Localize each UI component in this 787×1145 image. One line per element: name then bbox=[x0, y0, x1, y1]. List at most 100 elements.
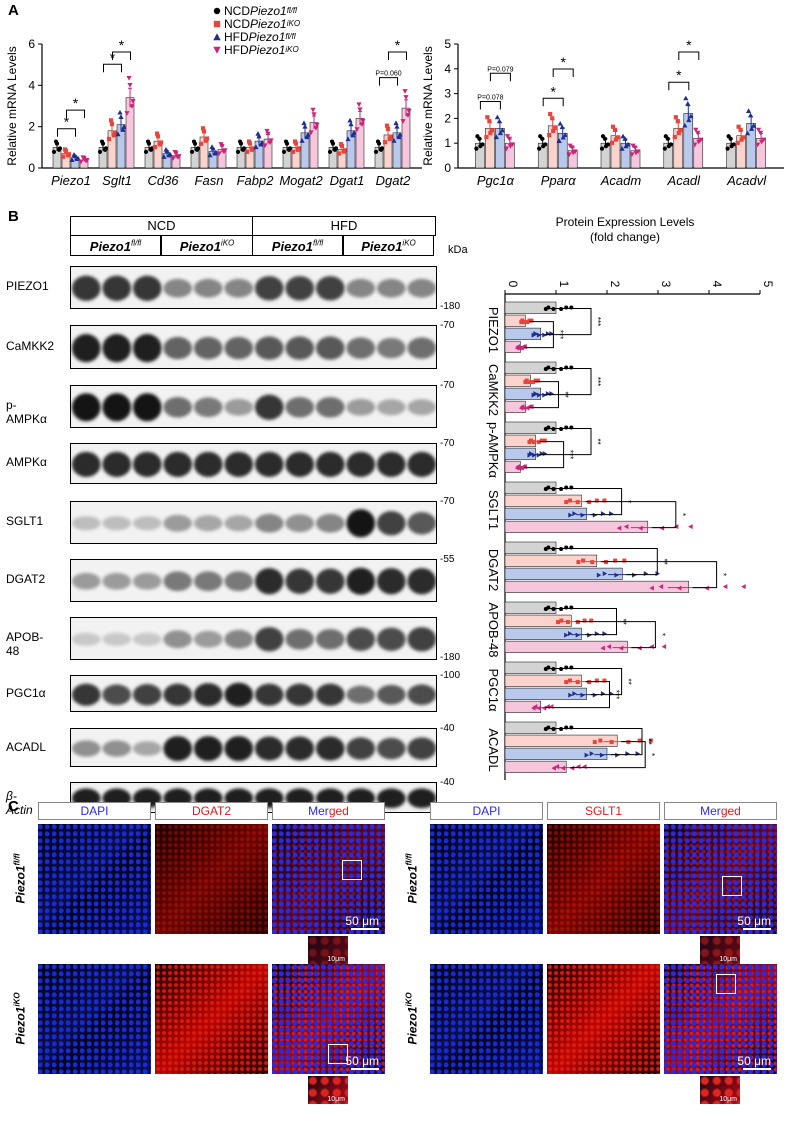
data-point bbox=[599, 146, 605, 151]
data-point bbox=[246, 139, 252, 144]
row-superscript: fl/fl bbox=[12, 853, 22, 866]
data-point bbox=[121, 124, 127, 129]
data-point bbox=[556, 138, 562, 144]
band-lane bbox=[163, 278, 193, 298]
data-point bbox=[568, 498, 573, 503]
data-point bbox=[255, 131, 261, 136]
data-point bbox=[600, 645, 605, 651]
data-point bbox=[354, 127, 360, 132]
data-point bbox=[536, 392, 542, 398]
band-lane bbox=[285, 336, 315, 360]
data-point bbox=[203, 138, 209, 143]
data-point bbox=[575, 632, 581, 638]
protein-expression-chart: Protein Expression Levels(fold change) 0 1… bbox=[486, 215, 775, 780]
data-point bbox=[551, 547, 556, 552]
category-label-acadvl: Acadvl bbox=[726, 173, 767, 188]
data-point bbox=[613, 137, 619, 142]
mrna-chart-oxidation: 0 1 2 3 4 5 Relative mRNA Levels Pgc1α P=0.078 P=… bbox=[421, 37, 784, 188]
data-point bbox=[551, 128, 556, 133]
data-point bbox=[551, 607, 556, 612]
data-point bbox=[666, 144, 671, 149]
merged-label-part-a: Mer bbox=[700, 804, 721, 818]
scale-bar-label: 50 μm bbox=[345, 914, 379, 928]
bar-p-ampk-2 bbox=[504, 447, 536, 460]
data-point bbox=[548, 111, 553, 117]
data-point bbox=[648, 738, 653, 743]
bar-sglt1-0 bbox=[504, 481, 557, 494]
chart-title: Protein Expression Levels bbox=[556, 215, 695, 229]
band-lane bbox=[376, 684, 406, 705]
data-point bbox=[127, 82, 133, 88]
significance-bracket bbox=[542, 97, 564, 107]
data-point bbox=[572, 691, 577, 697]
band-lane bbox=[376, 278, 406, 298]
genotype-name: Piezo1 bbox=[271, 239, 313, 255]
legend-superscript: iKO bbox=[286, 18, 301, 28]
band-lane bbox=[254, 683, 284, 706]
inset-region-box bbox=[328, 1044, 348, 1064]
band-lane bbox=[285, 514, 315, 533]
genotype-name: Piezo1 bbox=[361, 239, 403, 255]
bar-dgat2-3 bbox=[401, 107, 411, 169]
row-superscript: iKO bbox=[12, 992, 22, 1007]
data-point bbox=[175, 154, 181, 160]
data-point bbox=[635, 149, 641, 155]
micrograph-red bbox=[547, 964, 660, 1074]
data-point bbox=[378, 147, 384, 152]
band-lane bbox=[315, 628, 345, 650]
data-point bbox=[478, 144, 483, 149]
significance-label: ** bbox=[561, 391, 570, 397]
kda-marker: -100 bbox=[440, 670, 461, 681]
bar-acadl-3 bbox=[504, 760, 567, 773]
data-point bbox=[258, 141, 264, 147]
data-point bbox=[357, 107, 363, 113]
bar-camkk2-2 bbox=[504, 387, 541, 400]
significance-label: ** bbox=[624, 678, 633, 684]
data-point bbox=[751, 122, 757, 128]
kda-marker: -70 bbox=[440, 496, 455, 507]
significance-label: * bbox=[678, 513, 687, 516]
data-point bbox=[543, 727, 548, 732]
significance-bracket bbox=[575, 621, 656, 649]
band-lane bbox=[376, 737, 406, 760]
data-point bbox=[550, 116, 555, 121]
bar-acadl-2 bbox=[504, 747, 608, 760]
band-lane bbox=[315, 683, 345, 706]
band-label-dgat2: DGAT2 bbox=[6, 572, 46, 587]
data-point bbox=[120, 127, 126, 132]
micrograph-header: DAPI bbox=[38, 802, 151, 820]
data-point bbox=[53, 139, 59, 144]
data-point bbox=[299, 137, 305, 143]
genotype-superscript: iKO bbox=[220, 239, 235, 248]
data-point bbox=[191, 139, 197, 144]
data-point bbox=[682, 122, 688, 128]
category-label-acadm: Acadm bbox=[600, 173, 642, 188]
data-point bbox=[308, 130, 314, 136]
data-point bbox=[594, 498, 599, 503]
band-lane bbox=[376, 337, 406, 359]
merged-label-part-b: ged bbox=[720, 804, 741, 818]
band-lane bbox=[163, 683, 193, 706]
data-point bbox=[575, 500, 580, 505]
legend-group: HFD bbox=[224, 42, 249, 57]
kda-marker: -40 bbox=[440, 777, 455, 788]
band-lane bbox=[254, 513, 284, 533]
data-point bbox=[163, 146, 169, 152]
data-point bbox=[531, 392, 537, 398]
bar-pgc1-0 bbox=[504, 661, 557, 674]
inset-zoom: 10μm bbox=[700, 1076, 740, 1104]
data-point bbox=[592, 740, 597, 745]
data-point bbox=[551, 487, 556, 492]
legend-superscript: iKO bbox=[285, 44, 299, 54]
row-genotype: Piezo1 bbox=[13, 1006, 28, 1045]
data-point bbox=[599, 752, 605, 758]
data-point bbox=[295, 147, 301, 152]
data-point bbox=[649, 585, 654, 591]
inset-scale-label: 10μm bbox=[719, 1096, 737, 1103]
bar-camkk2-0 bbox=[504, 361, 557, 374]
significance-label: ** bbox=[593, 438, 602, 444]
data-point bbox=[725, 146, 730, 151]
band-lane bbox=[224, 515, 254, 532]
data-point bbox=[741, 584, 746, 590]
merged-label-part-b: ged bbox=[328, 804, 349, 818]
